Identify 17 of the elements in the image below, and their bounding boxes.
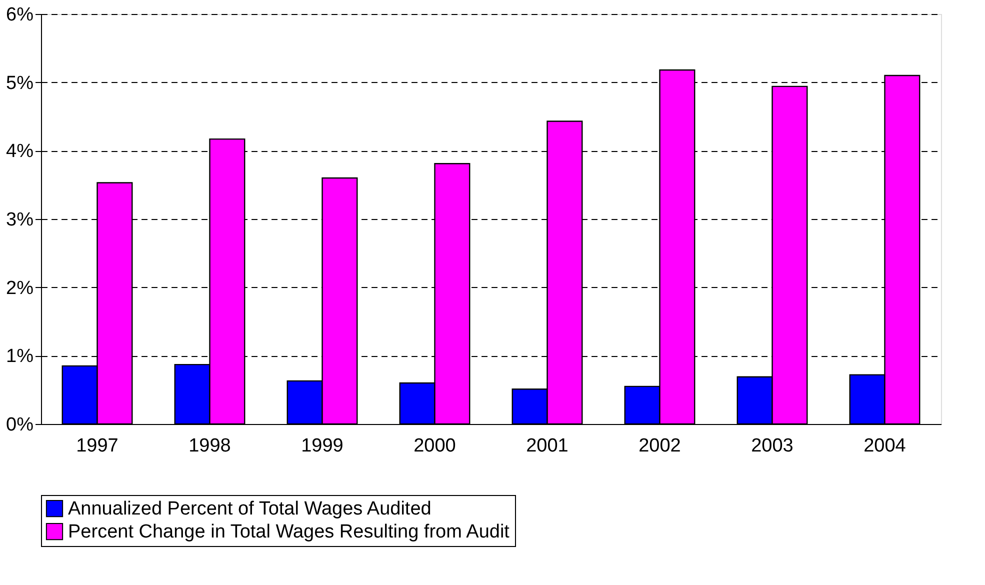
y-tick-label: 3% <box>6 210 34 230</box>
x-tick-label: 1999 <box>301 436 344 456</box>
x-tick-label: 1998 <box>188 436 231 456</box>
x-tick-label: 2002 <box>638 436 681 456</box>
x-tick-label: 2003 <box>751 436 794 456</box>
y-tick-label: 6% <box>6 4 34 26</box>
legend-label: Percent Change in Total Wages Resulting from Audit <box>68 522 510 542</box>
y-tick-label: 5% <box>6 72 34 94</box>
x-tick-label: 2001 <box>526 436 568 456</box>
x-tick-label: 1997 <box>76 436 118 456</box>
x-tick-label: 2004 <box>864 436 906 456</box>
legend-label: Annualized Percent of Total Wages Audited <box>68 498 432 520</box>
y-tick-label: 2% <box>6 278 34 299</box>
y-tick-label: 4% <box>6 141 34 162</box>
x-tick-label: 2000 <box>414 436 456 456</box>
y-tick-label: 0% <box>6 414 34 436</box>
y-tick-label: 1% <box>6 346 34 368</box>
